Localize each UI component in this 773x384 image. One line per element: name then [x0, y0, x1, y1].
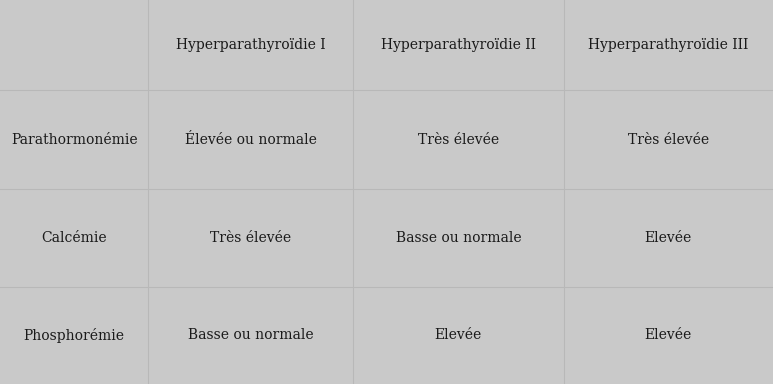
Bar [148, 287, 353, 384]
Bar [564, 90, 773, 189]
Bar [564, 189, 773, 287]
Bar [0, 0, 148, 90]
Bar [353, 0, 564, 90]
Bar [564, 0, 773, 90]
Text: Hyperparathyroïdie II: Hyperparathyroïdie II [381, 38, 536, 52]
Text: Calcémie: Calcémie [42, 231, 107, 245]
Bar [0, 189, 148, 287]
Bar [148, 90, 353, 189]
Text: Basse ou normale: Basse ou normale [396, 231, 521, 245]
Bar [353, 189, 564, 287]
Text: Elevée: Elevée [645, 231, 692, 245]
Text: Phosphorémie: Phosphorémie [24, 328, 124, 343]
Text: Elevée: Elevée [645, 328, 692, 343]
Bar [0, 287, 148, 384]
Text: Basse ou normale: Basse ou normale [188, 328, 314, 343]
Text: Elevée: Elevée [434, 328, 482, 343]
Bar [148, 0, 353, 90]
Bar [353, 287, 564, 384]
Text: Élevée ou normale: Élevée ou normale [185, 133, 317, 147]
Text: Hyperparathyroïdie I: Hyperparathyroïdie I [176, 38, 325, 52]
Text: Hyperparathyroïdie III: Hyperparathyroïdie III [588, 38, 748, 52]
Text: Très élevée: Très élevée [210, 231, 291, 245]
Text: Parathormonémie: Parathormonémie [11, 133, 138, 147]
Bar [148, 189, 353, 287]
Bar [0, 90, 148, 189]
Text: Très élevée: Très élevée [418, 133, 499, 147]
Text: Très élevée: Très élevée [628, 133, 709, 147]
Bar [564, 287, 773, 384]
Bar [353, 90, 564, 189]
